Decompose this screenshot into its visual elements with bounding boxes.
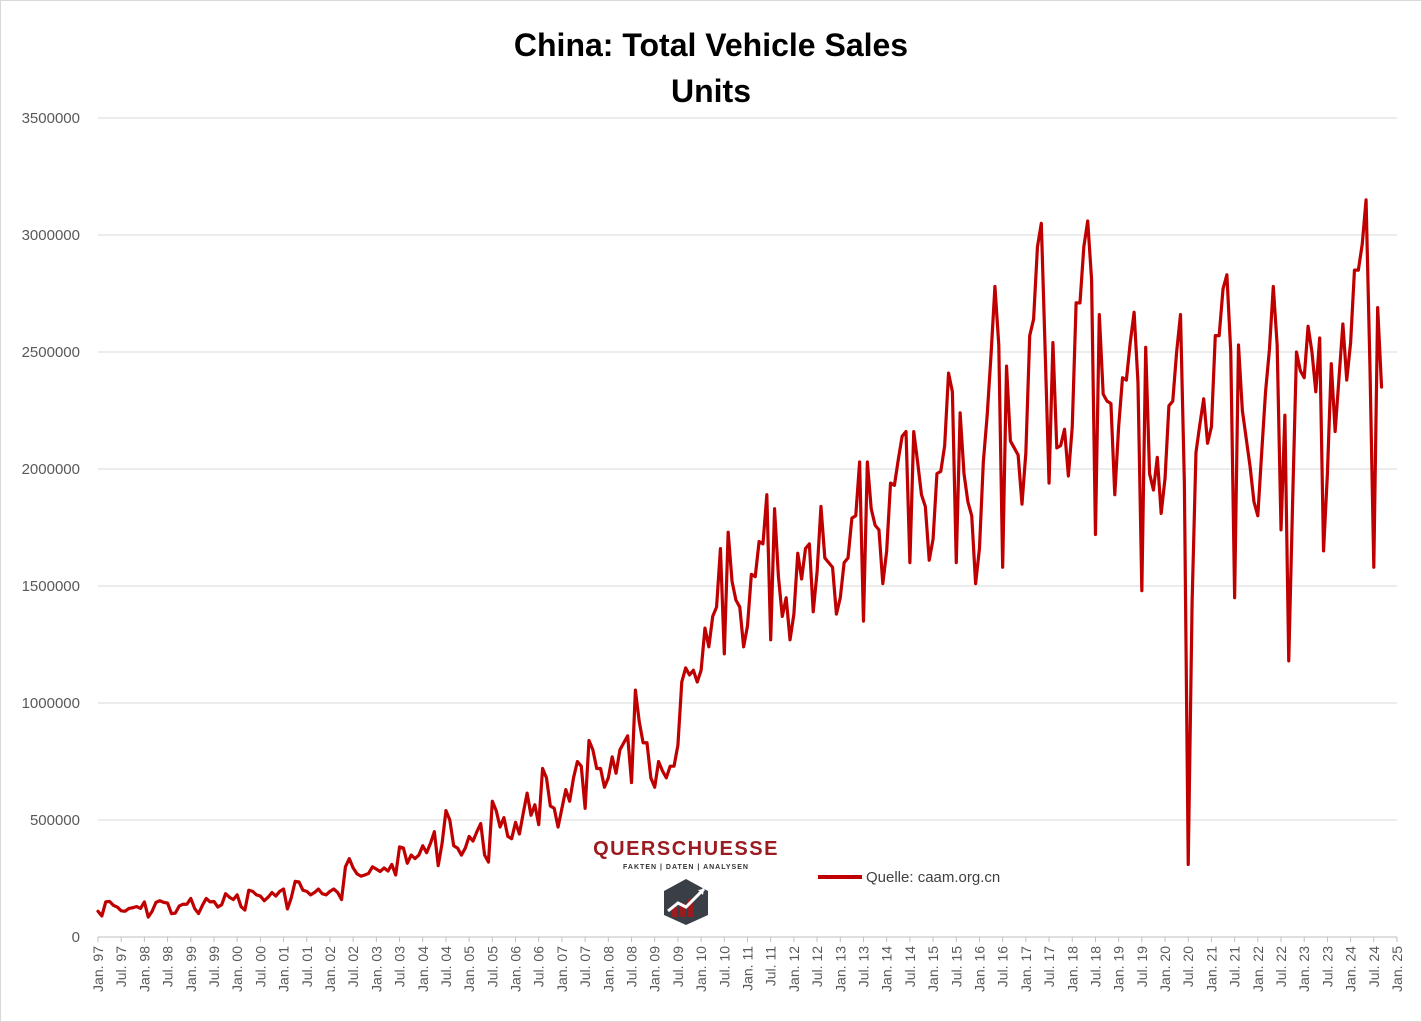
x-tick-label: Jul. 16	[995, 946, 1011, 987]
x-tick-label: Jan. 99	[183, 946, 199, 992]
querschuesse-logo: QUERSCHUESSE FAKTEN | DATEN | ANALYSEN	[586, 838, 786, 932]
x-tick-label: Jan. 98	[136, 946, 152, 992]
y-axis: 0 500000 1000000 1500000 2000000 2500000 30000…	[22, 110, 80, 946]
x-tick-label: Jul. 15	[948, 946, 964, 987]
chart-title: China: Total Vehicle Sales	[513, 27, 909, 63]
x-tick-label: Jan. 12	[786, 946, 802, 992]
x-tick-label: Jan. 18	[1064, 946, 1080, 992]
x-tick-label: Jan. 00	[229, 946, 245, 992]
x-tick-label: Jul. 18	[1087, 946, 1103, 987]
x-tick-label: Jan. 97	[90, 946, 106, 992]
x-tick-label: Jan. 21	[1203, 946, 1219, 992]
x-tick-label: Jul. 19	[1134, 946, 1150, 987]
x-tick-label: Jan. 22	[1250, 946, 1266, 992]
x-tick-label: Jul. 22	[1273, 946, 1289, 987]
x-tick-label: Jul. 97	[113, 946, 129, 987]
y-tick-label: 500000	[30, 812, 80, 829]
gridlines	[98, 117, 1397, 821]
x-tick-label: Jan. 07	[554, 946, 570, 992]
x-tick-label: Jan. 20	[1157, 946, 1173, 992]
x-tick-label: Jan. 04	[415, 946, 431, 992]
x-tick-label: Jan. 16	[971, 946, 987, 992]
x-tick-label: Jul. 17	[1041, 946, 1057, 987]
x-tick-label: Jan. 11	[740, 946, 756, 991]
series-group	[96, 198, 1384, 919]
x-tick-label: Jul. 99	[206, 946, 222, 987]
x-tick-label: Jul. 02	[345, 946, 361, 987]
legend-swatch	[818, 875, 862, 879]
x-tick-label: Jul. 03	[392, 946, 408, 987]
series-line-0	[96, 198, 1384, 919]
y-tick-label: 3500000	[22, 110, 80, 127]
x-tick-label: Jan. 19	[1111, 946, 1127, 992]
y-tick-label: 1500000	[22, 578, 80, 595]
x-tick-label: Jan. 13	[832, 946, 848, 992]
y-tick-label: 2500000	[22, 344, 80, 361]
x-tick-label: Jan. 02	[322, 946, 338, 992]
x-tick-label: Jul. 10	[716, 946, 732, 987]
y-tick-label: 1000000	[22, 695, 80, 712]
x-tick-label: Jan. 09	[647, 946, 663, 992]
x-tick-label: Jul. 08	[624, 946, 640, 987]
x-tick-label: Jul. 21	[1227, 946, 1243, 987]
x-tick-label: Jan. 01	[276, 946, 292, 992]
x-tick-label: Jul. 01	[299, 946, 315, 987]
x-tick-label: Jul. 23	[1319, 946, 1335, 987]
x-tick-label: Jan. 23	[1296, 946, 1312, 992]
legend: Quelle: caam.org.cn	[818, 866, 1000, 888]
x-tick-label: Jan. 08	[600, 946, 616, 992]
logo-chart-icon	[664, 879, 708, 925]
x-tick-label: Jul. 00	[252, 946, 268, 987]
x-tick-label: Jul. 05	[484, 946, 500, 987]
x-tick-label: Jan. 05	[461, 946, 477, 992]
x-tick-label: Jan. 06	[508, 946, 524, 992]
y-tick-label: 0	[72, 929, 80, 946]
chart-subtitle: Units	[671, 73, 751, 109]
x-tick-label: Jul. 20	[1180, 946, 1196, 987]
x-tick-label: Jul. 09	[670, 946, 686, 987]
x-axis: Jan. 97 Jul. 97 Jan. 98 Jul. 98 Jan. 99 Jul. …	[90, 936, 1405, 992]
x-tick-label: Jan. 10	[693, 946, 709, 992]
y-tick-label: 2000000	[22, 461, 80, 478]
x-tick-label: Jul. 98	[160, 946, 176, 987]
x-tick-label: Jan. 15	[925, 946, 941, 992]
x-tick-label: Jan. 03	[368, 946, 384, 992]
x-tick-label: Jul. 13	[855, 946, 871, 987]
x-tick-label: Jul. 04	[438, 946, 454, 987]
x-tick-label: Jan. 17	[1018, 946, 1034, 992]
x-tick-label: Jul. 14	[902, 946, 918, 987]
x-tick-label: Jan. 24	[1343, 946, 1359, 992]
x-tick-label: Jul. 24	[1366, 946, 1382, 987]
x-tick-label: Jan. 25	[1389, 946, 1405, 992]
chart-title-block: China: Total Vehicle Sales Units	[0, 22, 1422, 114]
x-tick-label: Jul. 12	[809, 946, 825, 987]
x-tick-label: Jul. 11	[763, 946, 779, 986]
y-tick-label: 3000000	[22, 227, 80, 244]
x-tick-label: Jul. 06	[531, 946, 547, 987]
logo-name: QUERSCHUESSE	[593, 838, 779, 860]
x-tick-label: Jan. 14	[879, 946, 895, 992]
legend-label: Quelle: caam.org.cn	[866, 868, 1001, 886]
x-tick-label: Jul. 07	[577, 946, 593, 987]
logo-tagline: FAKTEN | DATEN | ANALYSEN	[623, 864, 749, 871]
